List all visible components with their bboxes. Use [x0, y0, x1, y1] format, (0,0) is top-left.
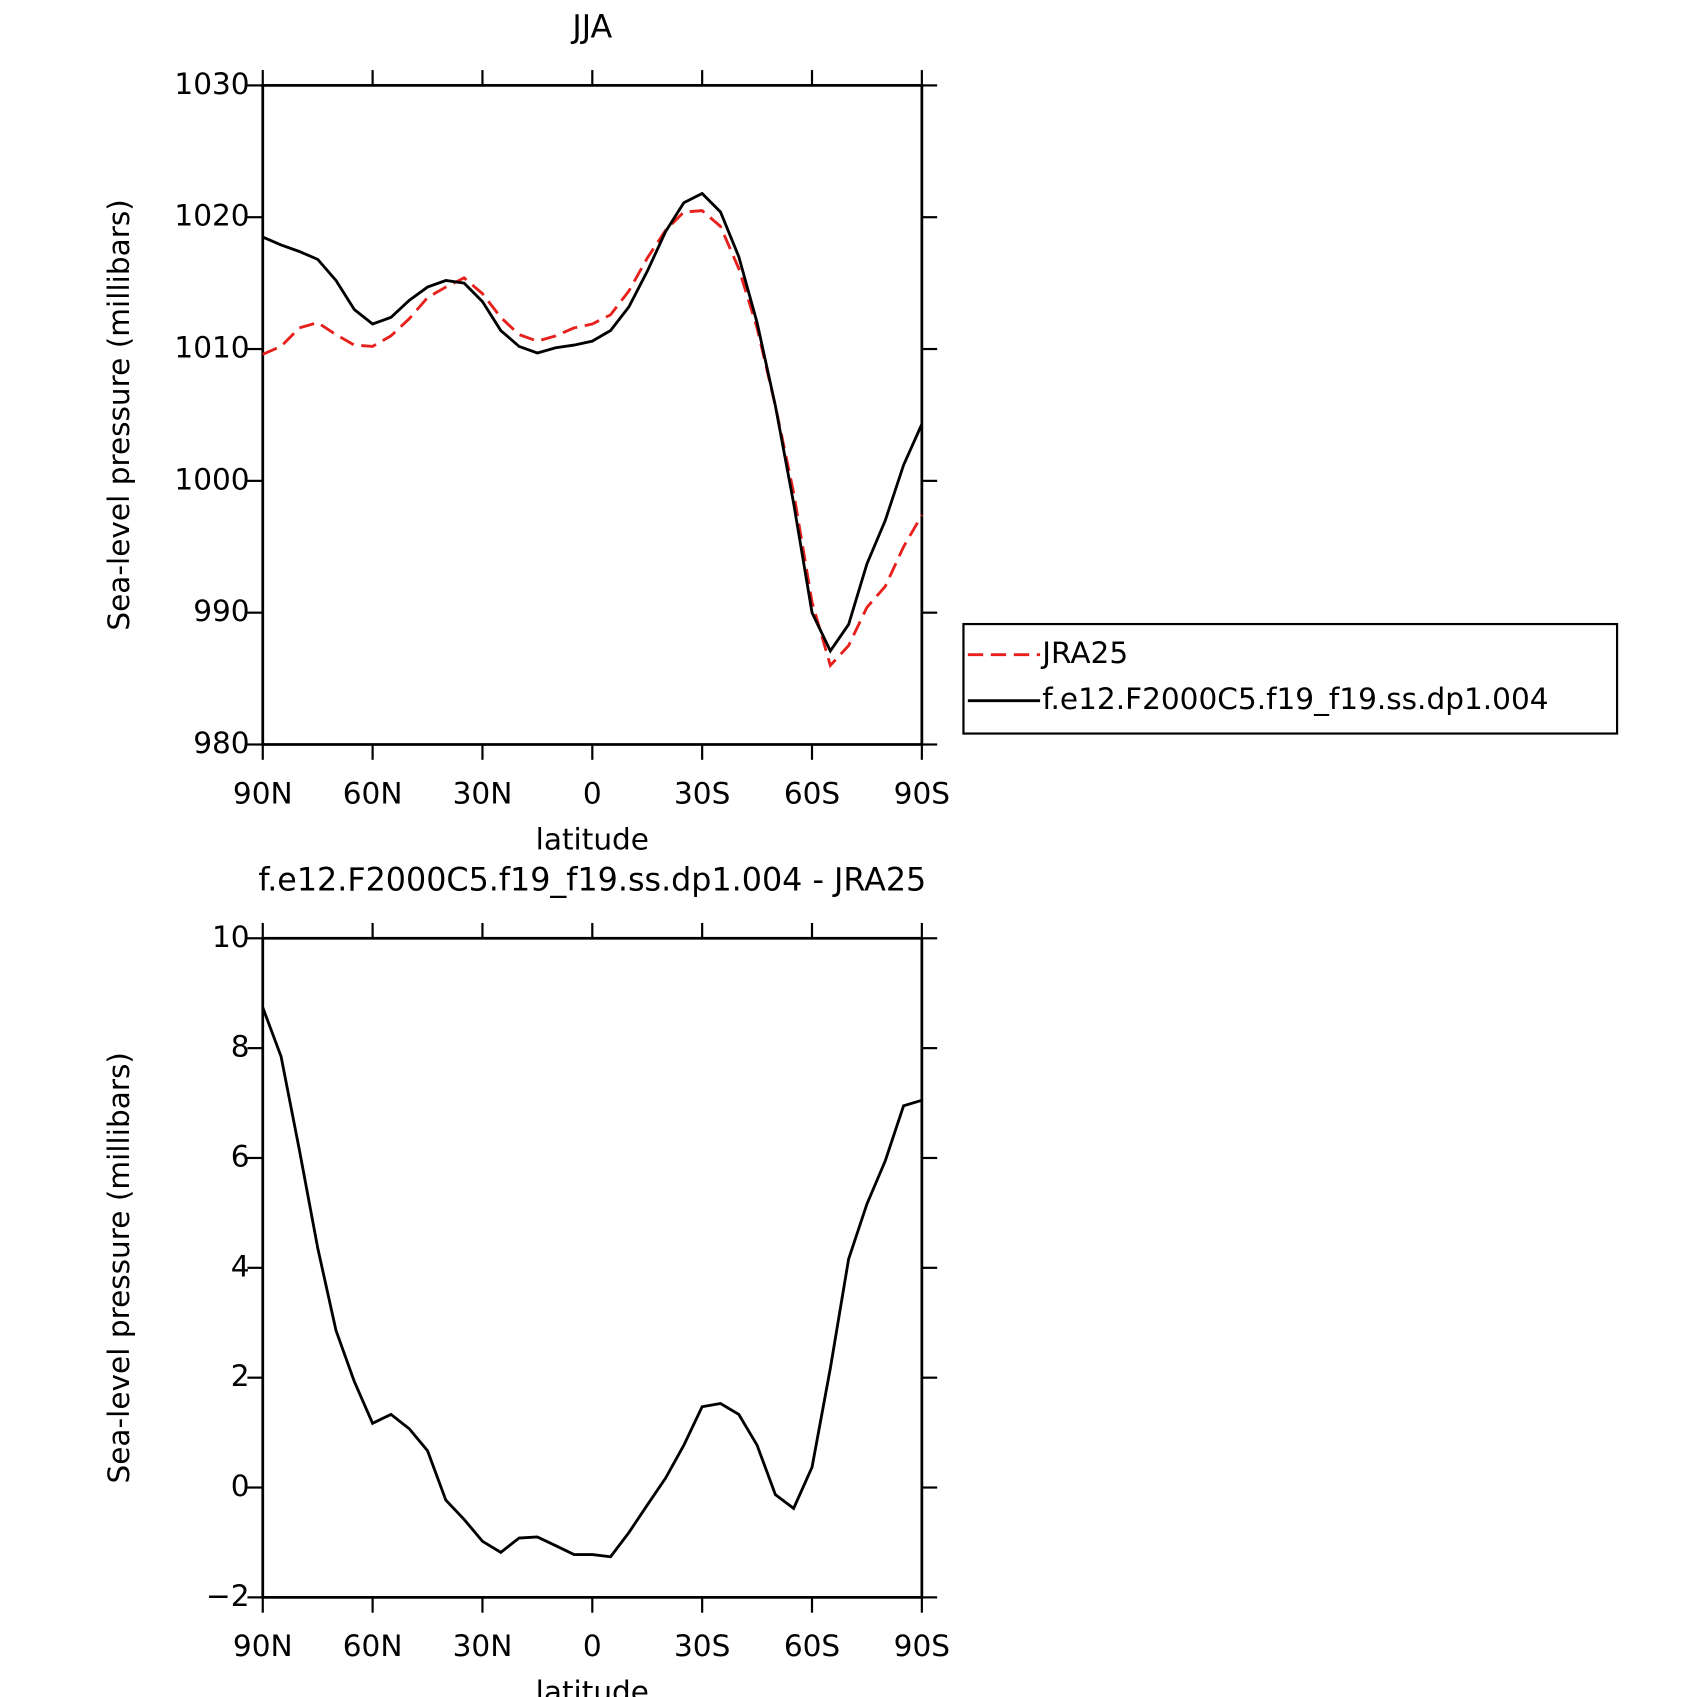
x-axis-label: latitude — [536, 822, 649, 856]
y-tick-label: 0 — [231, 1469, 250, 1503]
plot-frame — [261, 84, 924, 746]
y-tick-label: 6 — [231, 1139, 250, 1173]
x-tick-label: 30S — [674, 776, 730, 810]
legend-label: JRA25 — [1040, 636, 1128, 670]
y-tick-label: 980 — [193, 726, 249, 760]
chart-title: JJA — [570, 9, 612, 45]
y-tick-label: 4 — [231, 1249, 250, 1283]
x-tick-label: 0 — [583, 776, 602, 810]
legend-label: f.e12.F2000C5.f19_f19.ss.dp1.004 — [1042, 682, 1548, 716]
y-axis-label: Sea-level pressure (millibars) — [102, 199, 136, 630]
x-tick-label: 30N — [453, 776, 513, 810]
x-tick-label: 90N — [233, 1629, 293, 1663]
y-tick-label: 1020 — [174, 199, 249, 233]
x-tick-label: 90N — [233, 776, 293, 810]
y-tick-label: 1030 — [174, 67, 249, 101]
y-tick-label: 1000 — [174, 462, 249, 496]
plot-frame — [261, 936, 924, 1599]
y-tick-label: 1010 — [174, 331, 249, 365]
chart-title: f.e12.F2000C5.f19_f19.ss.dp1.004 - JRA25 — [258, 862, 926, 898]
y-tick-label: 10 — [212, 920, 250, 954]
x-axis-label: latitude — [536, 1675, 649, 1697]
y-tick-label: 990 — [193, 594, 249, 628]
data-line — [262, 209, 924, 669]
x-tick-label: 0 — [583, 1629, 602, 1663]
y-tick-label: 2 — [231, 1359, 250, 1393]
data-line — [262, 191, 924, 654]
x-tick-label: 90S — [894, 776, 950, 810]
x-tick-label: 30S — [674, 1629, 730, 1663]
y-tick-label: 8 — [231, 1030, 250, 1064]
y-axis-label: Sea-level pressure (millibars) — [102, 1052, 136, 1483]
y-tick-label: −2 — [206, 1579, 250, 1613]
data-line — [261, 1006, 923, 1559]
x-tick-label: 60N — [343, 776, 403, 810]
x-tick-label: 30N — [453, 1629, 513, 1663]
legend-box — [962, 622, 1619, 735]
x-tick-label: 90S — [894, 1629, 950, 1663]
x-tick-label: 60S — [784, 1629, 840, 1663]
x-tick-label: 60S — [784, 776, 840, 810]
x-tick-label: 60N — [343, 1629, 403, 1663]
